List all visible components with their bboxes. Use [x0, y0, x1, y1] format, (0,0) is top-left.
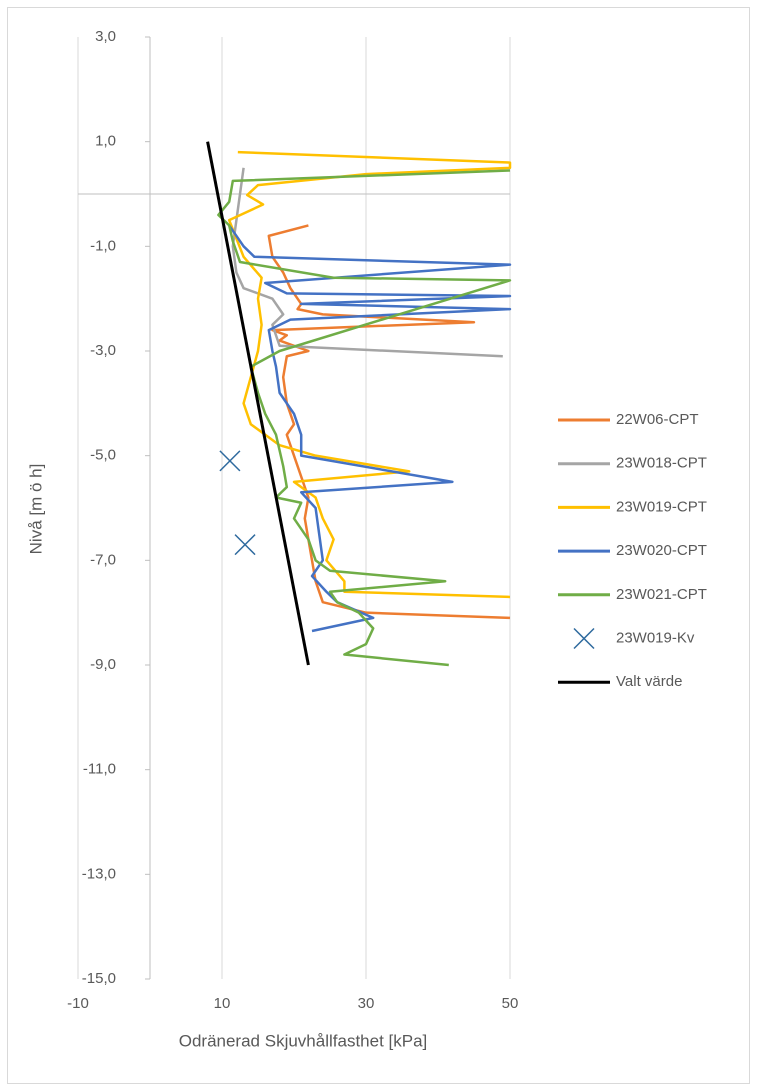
y-tick-label: -7,0 [90, 551, 116, 568]
legend-label: 22W06-CPT [616, 411, 699, 428]
x-axis-title: Odränerad Skjuvhållfasthet [kPa] [179, 1031, 428, 1050]
series-line [206, 141, 310, 666]
y-tick-label: 1,0 [95, 133, 116, 150]
series-line [228, 224, 512, 633]
y-tick-label: -3,0 [90, 342, 116, 359]
y-tick-label: -1,0 [90, 237, 116, 254]
series-line [267, 224, 511, 620]
series-line [227, 150, 512, 599]
y-tick-label: -9,0 [90, 656, 116, 673]
legend-label: 23W021-CPT [616, 586, 707, 603]
y-axis-title: Nivå [m ö h] [26, 464, 45, 555]
y-tick-label: 3,0 [95, 28, 116, 45]
x-tick-label: -10 [67, 995, 89, 1012]
marker-stroke [234, 534, 256, 556]
marker [219, 450, 241, 472]
series-line [231, 167, 503, 358]
y-tick-label: -15,0 [82, 970, 116, 987]
marker-stroke [573, 627, 595, 650]
y-tick-label: -5,0 [90, 447, 116, 464]
legend-label: 23W019-CPT [616, 498, 707, 515]
legend-label: Valt värde [616, 673, 682, 690]
legend-label: 23W020-CPT [616, 542, 707, 559]
y-tick-label: -11,0 [83, 761, 116, 778]
x-tick-label: 10 [214, 995, 231, 1012]
y-tick-label: -13,0 [82, 865, 116, 882]
marker [573, 627, 595, 650]
series-line [217, 169, 512, 667]
x-tick-label: 30 [358, 995, 375, 1012]
legend-label: 23W019-Kv [616, 629, 695, 646]
marker-stroke [219, 450, 241, 472]
legend-label: 23W018-CPT [616, 455, 707, 472]
marker [234, 534, 256, 556]
chart-frame [7, 7, 750, 1084]
x-tick-label: 50 [502, 995, 519, 1012]
